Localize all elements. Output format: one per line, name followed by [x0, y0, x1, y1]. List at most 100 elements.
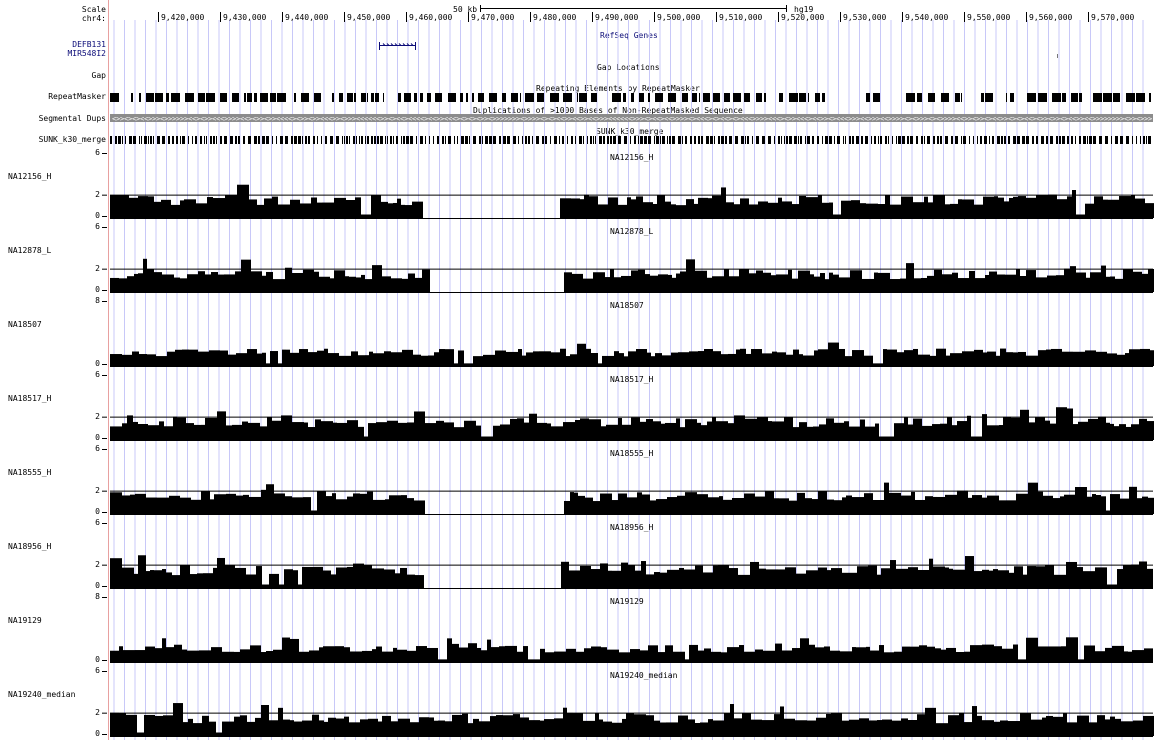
coverage-bar: [878, 272, 890, 292]
sunk-mark: [429, 136, 430, 144]
sunk-mark: [536, 136, 539, 144]
coverage-bar: [337, 422, 347, 440]
coverage-track[interactable]: [102, 597, 1153, 663]
sunk-mark: [1105, 136, 1108, 144]
coverage-bar: [906, 263, 914, 292]
coverage-bar: [373, 353, 384, 366]
segdup-chevron: <: [572, 115, 576, 123]
coverage-bar: [421, 355, 428, 366]
coverage-bar: [822, 202, 829, 218]
coverage-bar: [1038, 646, 1050, 662]
repeat-element: [254, 93, 257, 102]
segdup-chevron: <: [188, 115, 192, 123]
coverage-bar: [505, 645, 517, 662]
sunk-mark: [377, 136, 379, 144]
repeatmasker-track-label[interactable]: RepeatMasker: [48, 92, 106, 101]
coverage-bar: [1085, 203, 1094, 218]
gene-label-mir548i2[interactable]: MIR548I2: [67, 49, 106, 58]
coverage-bar: [487, 639, 491, 662]
coverage-track[interactable]: [102, 375, 1154, 441]
sunk-mark: [133, 136, 136, 144]
sunk-mark: [685, 136, 687, 144]
sunk-mark: [321, 136, 322, 144]
sunk-mark: [701, 136, 703, 144]
coverage-bar: [419, 717, 429, 736]
segdups-track-label[interactable]: Segmental Dups: [38, 114, 106, 123]
coverage-bar: [353, 493, 360, 514]
coverage-bar: [222, 721, 234, 736]
coverage-bar: [126, 714, 137, 736]
sunk-mark: [945, 136, 948, 144]
coverage-track[interactable]: [102, 227, 1154, 293]
coverage-bar: [452, 643, 459, 662]
coverage-bar: [998, 570, 1009, 588]
segdup-chevron: >: [888, 115, 892, 123]
repeat-element: [294, 93, 296, 102]
segdup-chevron: >: [456, 115, 460, 123]
coverage-bar: [628, 351, 636, 366]
coverage-bar: [1026, 637, 1038, 662]
coverage-bar: [122, 423, 127, 440]
coverage-bar: [209, 350, 220, 366]
coverage-track[interactable]: [102, 301, 1154, 367]
coverage-bar: [464, 363, 473, 366]
sunk-mark: [129, 136, 132, 144]
coverage-bar: [272, 196, 278, 218]
sunk-mark: [294, 136, 297, 144]
coverage-bar: [819, 424, 826, 440]
coverage-track[interactable]: [102, 449, 1154, 515]
coverage-bar: [183, 722, 188, 736]
coverage-bar: [473, 718, 479, 736]
coverage-bar: [643, 202, 653, 218]
coverage-bar: [618, 204, 627, 218]
coverage-bar: [653, 421, 661, 440]
coverage-bar: [1139, 561, 1147, 588]
sunk-mark: [317, 136, 318, 144]
coverage-bar: [965, 556, 974, 588]
coverage-bar: [946, 647, 956, 662]
coverage-bar: [428, 355, 434, 366]
coverage-bar: [598, 363, 602, 366]
coverage-bar: [345, 276, 349, 292]
sunk-mark: [583, 136, 584, 144]
coverage-bar: [799, 422, 807, 440]
gap-track-label[interactable]: Gap: [91, 71, 106, 80]
axis-max-label: 8: [95, 296, 100, 305]
sunk-mark: [445, 136, 446, 144]
segdup-chevron: >: [944, 115, 948, 123]
segdup-chevron: >: [604, 115, 608, 123]
repeat-element: [1052, 93, 1061, 102]
coverage-bar: [1076, 214, 1085, 218]
coverage-track[interactable]: [102, 523, 1153, 589]
scale-label: Scale: [81, 5, 106, 14]
coverage-bar: [134, 573, 138, 588]
sunk-track-title: SUNK_k30_merge: [596, 127, 664, 136]
segdup-chevron: >: [684, 115, 688, 123]
sunk-mark: [210, 136, 212, 144]
repeat-element: [822, 93, 825, 102]
segdup-chevron: >: [536, 115, 540, 123]
coverage-track[interactable]: [102, 671, 1154, 737]
coverage-bar: [634, 714, 646, 736]
ruler-tick-label: 9,420,000: [161, 13, 205, 22]
sunk-mark: [542, 136, 544, 144]
segdup-chevron: >: [1092, 115, 1096, 123]
coverage-bar: [439, 349, 445, 366]
coverage-bar: [1045, 565, 1054, 588]
coverage-bar: [713, 565, 718, 588]
axis-min-label: 0: [95, 655, 100, 664]
segdup-chevron: <: [592, 115, 596, 123]
sunk-mark: [448, 136, 451, 144]
coverage-bar: [792, 278, 798, 292]
coverage-track-title: NA19129: [610, 597, 644, 606]
sunk-track-label[interactable]: SUNK_k30_merge: [38, 135, 106, 144]
segdup-chevron: >: [184, 115, 188, 123]
coverage-bar: [818, 349, 828, 366]
coverage-bar: [1053, 716, 1063, 736]
coverage-track[interactable]: [102, 153, 1154, 219]
segdup-chevron: <: [700, 115, 704, 123]
gene-label-defb131[interactable]: DEFB131: [72, 40, 106, 49]
segdup-chevron: <: [220, 115, 224, 123]
